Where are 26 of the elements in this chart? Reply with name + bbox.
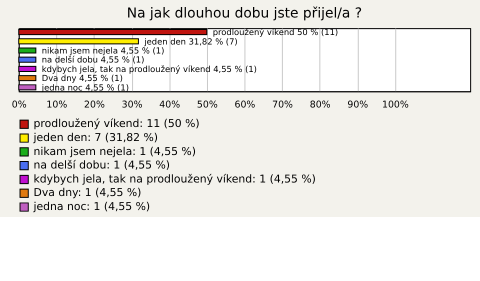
data-label: kdybych jela, tak na prodloužený víkend 4,55 % (1) (42, 64, 257, 74)
legend-label: Dva dny: 1 (4,55 %) (34, 186, 142, 200)
x-tick-label: 80% (310, 100, 331, 111)
x-tick-label: 70% (272, 100, 294, 111)
x-tick-label: 90% (347, 100, 368, 111)
legend-label: na delší dobu: 1 (4,55 %) (34, 158, 170, 172)
x-tick-label: 40% (159, 100, 180, 111)
legend-label: jedna noc: 1 (4,55 %) (32, 200, 150, 214)
x-tick-label: 0% (12, 100, 27, 111)
chart-title: Na jak dlouhou dobu jste přijel/a ? (126, 5, 362, 22)
legend-label: kdybych jela, tak na prodloužený víkend: 1 (4,55 %) (34, 172, 316, 186)
x-tick-label: 30% (122, 100, 143, 111)
x-tick-label: 50% (196, 100, 218, 111)
data-label: Dva dny 4,55 % (1) (42, 73, 123, 84)
x-tick-label: 100% (382, 100, 409, 111)
data-label: na delší dobu 4,55 % (1) (42, 54, 144, 65)
x-tick-label: 20% (84, 100, 105, 111)
legend-label: prodloužený víkend: 11 (50 %) (34, 117, 200, 130)
data-label: prodloužený víkend 50 % (11) (212, 27, 338, 38)
x-tick-label: 10% (46, 100, 68, 111)
data-label: jeden den 31,82 % (7) (143, 36, 238, 46)
data-label: nikam jsem nejela 4,55 % (1) (42, 45, 164, 56)
legend-label: jeden den: 7 (31,82 %) (32, 131, 158, 144)
data-label: jedna noc 4,55 % (1) (40, 82, 129, 92)
x-tick-label: 60% (234, 100, 256, 111)
legend-label: nikam jsem nejela: 1 (4,55 %) (34, 144, 196, 158)
